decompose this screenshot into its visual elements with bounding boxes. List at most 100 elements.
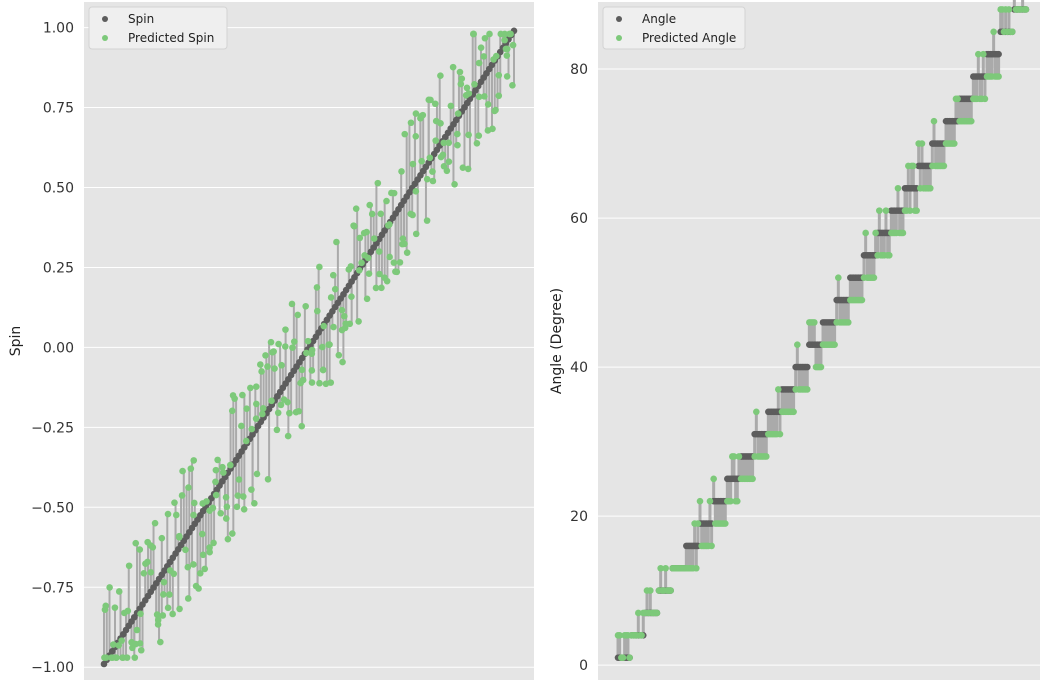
- predicted-spin-point: [147, 568, 155, 576]
- predicted-spin-point: [179, 467, 186, 475]
- predicted-spin-point: [440, 139, 448, 147]
- predicted-spin-point: [175, 532, 183, 540]
- predicted-spin-point: [214, 456, 221, 464]
- predicted-spin-point: [425, 96, 433, 104]
- predicted-spin-point: [149, 544, 157, 551]
- predicted-spin-point: [233, 503, 241, 511]
- predicted-spin-point: [313, 307, 321, 315]
- predicted-angle-point: [694, 520, 702, 527]
- legend-marker: [102, 35, 108, 41]
- predicted-angle-point: [899, 229, 907, 237]
- predicted-spin-point: [158, 534, 166, 542]
- y-tick-label: 0.25: [43, 260, 74, 276]
- predicted-spin-point: [339, 358, 346, 366]
- predicted-spin-point: [390, 189, 398, 197]
- predicted-spin-point: [133, 626, 141, 634]
- predicted-spin-point: [190, 499, 198, 507]
- predicted-spin-point: [160, 591, 167, 598]
- predicted-spin-point: [412, 110, 420, 117]
- predicted-spin-point: [239, 493, 247, 500]
- predicted-angle-point: [817, 363, 825, 371]
- predicted-spin-point: [423, 175, 431, 183]
- predicted-angle-point: [930, 117, 938, 125]
- predicted-spin-point: [252, 383, 260, 390]
- predicted-spin-point: [470, 30, 478, 38]
- predicted-angle-point: [762, 453, 770, 460]
- predicted-spin-point: [123, 654, 131, 661]
- predicted-spin-point: [136, 640, 144, 647]
- predicted-spin-point: [368, 210, 376, 218]
- predicted-spin-point: [303, 349, 310, 357]
- predicted-spin-point: [341, 312, 348, 320]
- predicted-spin-point: [124, 607, 132, 615]
- series-predicted-spin: [101, 30, 517, 661]
- predicted-spin-point: [396, 259, 404, 266]
- predicted-spin-point: [247, 384, 254, 392]
- predicted-spin-point: [203, 498, 210, 505]
- predicted-angle-point: [831, 341, 838, 349]
- predicted-angle-point: [616, 631, 623, 639]
- predicted-spin-point: [454, 130, 461, 138]
- predicted-spin-point: [412, 230, 420, 238]
- predicted-spin-point: [329, 271, 337, 279]
- predicted-spin-point: [407, 119, 415, 127]
- angle-chart: 80 60 40 20 0 Angle (Degree) Angle Predicted An…: [549, 0, 1040, 680]
- predicted-spin-point: [484, 101, 492, 108]
- predicted-spin-point: [475, 93, 483, 101]
- predicted-spin-point: [166, 591, 173, 598]
- predicted-spin-point: [386, 221, 393, 228]
- legend-label: Predicted Angle: [642, 31, 736, 45]
- predicted-spin-point: [222, 515, 230, 522]
- predicted-angle-point: [774, 386, 782, 393]
- predicted-angle-point: [975, 50, 982, 58]
- predicted-spin-point: [304, 337, 312, 345]
- predicted-spin-point: [355, 267, 363, 274]
- predicted-spin-point: [176, 605, 183, 613]
- predicted-angle-point: [876, 207, 883, 214]
- predicted-spin-point: [492, 106, 499, 114]
- predicted-spin-point: [355, 318, 362, 325]
- predicted-spin-point: [299, 376, 307, 384]
- predicted-spin-point: [259, 405, 267, 412]
- predicted-spin-point: [363, 295, 371, 303]
- predicted-spin-point: [136, 546, 144, 553]
- legend-marker: [616, 35, 622, 41]
- predicted-spin-point: [281, 343, 289, 350]
- predicted-spin-point: [308, 346, 316, 354]
- predicted-spin-point: [284, 432, 292, 440]
- predicted-spin-point: [106, 584, 113, 591]
- predicted-spin-point: [234, 492, 242, 499]
- predicted-spin-point: [445, 158, 453, 165]
- predicted-spin-point: [169, 610, 176, 618]
- predicted-spin-point: [253, 470, 261, 478]
- predicted-angle-point: [950, 140, 958, 147]
- predicted-spin-point: [370, 235, 378, 242]
- predicted-spin-point: [383, 277, 391, 285]
- predicted-spin-point: [386, 253, 393, 261]
- legend-marker: [102, 16, 108, 22]
- predicted-spin-point: [486, 30, 493, 38]
- predicted-spin-point: [206, 548, 213, 556]
- predicted-spin-point: [426, 154, 434, 162]
- predicted-spin-point: [210, 539, 217, 547]
- predicted-spin-point: [313, 284, 321, 291]
- predicted-spin-point: [401, 130, 409, 138]
- predicted-spin-point: [465, 90, 473, 97]
- predicted-spin-point: [481, 93, 488, 100]
- predicted-spin-point: [464, 165, 472, 173]
- predicted-spin-point: [477, 44, 485, 51]
- predicted-angle-point: [918, 140, 926, 147]
- predicted-spin-point: [365, 270, 373, 277]
- predicted-spin-point: [242, 437, 250, 445]
- predicted-spin-point: [243, 405, 250, 412]
- predicted-spin-point: [290, 338, 298, 345]
- predicted-spin-point: [274, 409, 282, 417]
- predicted-spin-point: [383, 197, 390, 205]
- y-tick-label: 1.00: [43, 21, 74, 37]
- predicted-spin-point: [157, 638, 164, 646]
- predicted-spin-point: [286, 409, 293, 417]
- predicted-spin-point: [251, 500, 258, 507]
- predicted-angle-point: [913, 207, 920, 214]
- predicted-angle-point: [776, 430, 784, 438]
- predicted-spin-point: [132, 539, 140, 547]
